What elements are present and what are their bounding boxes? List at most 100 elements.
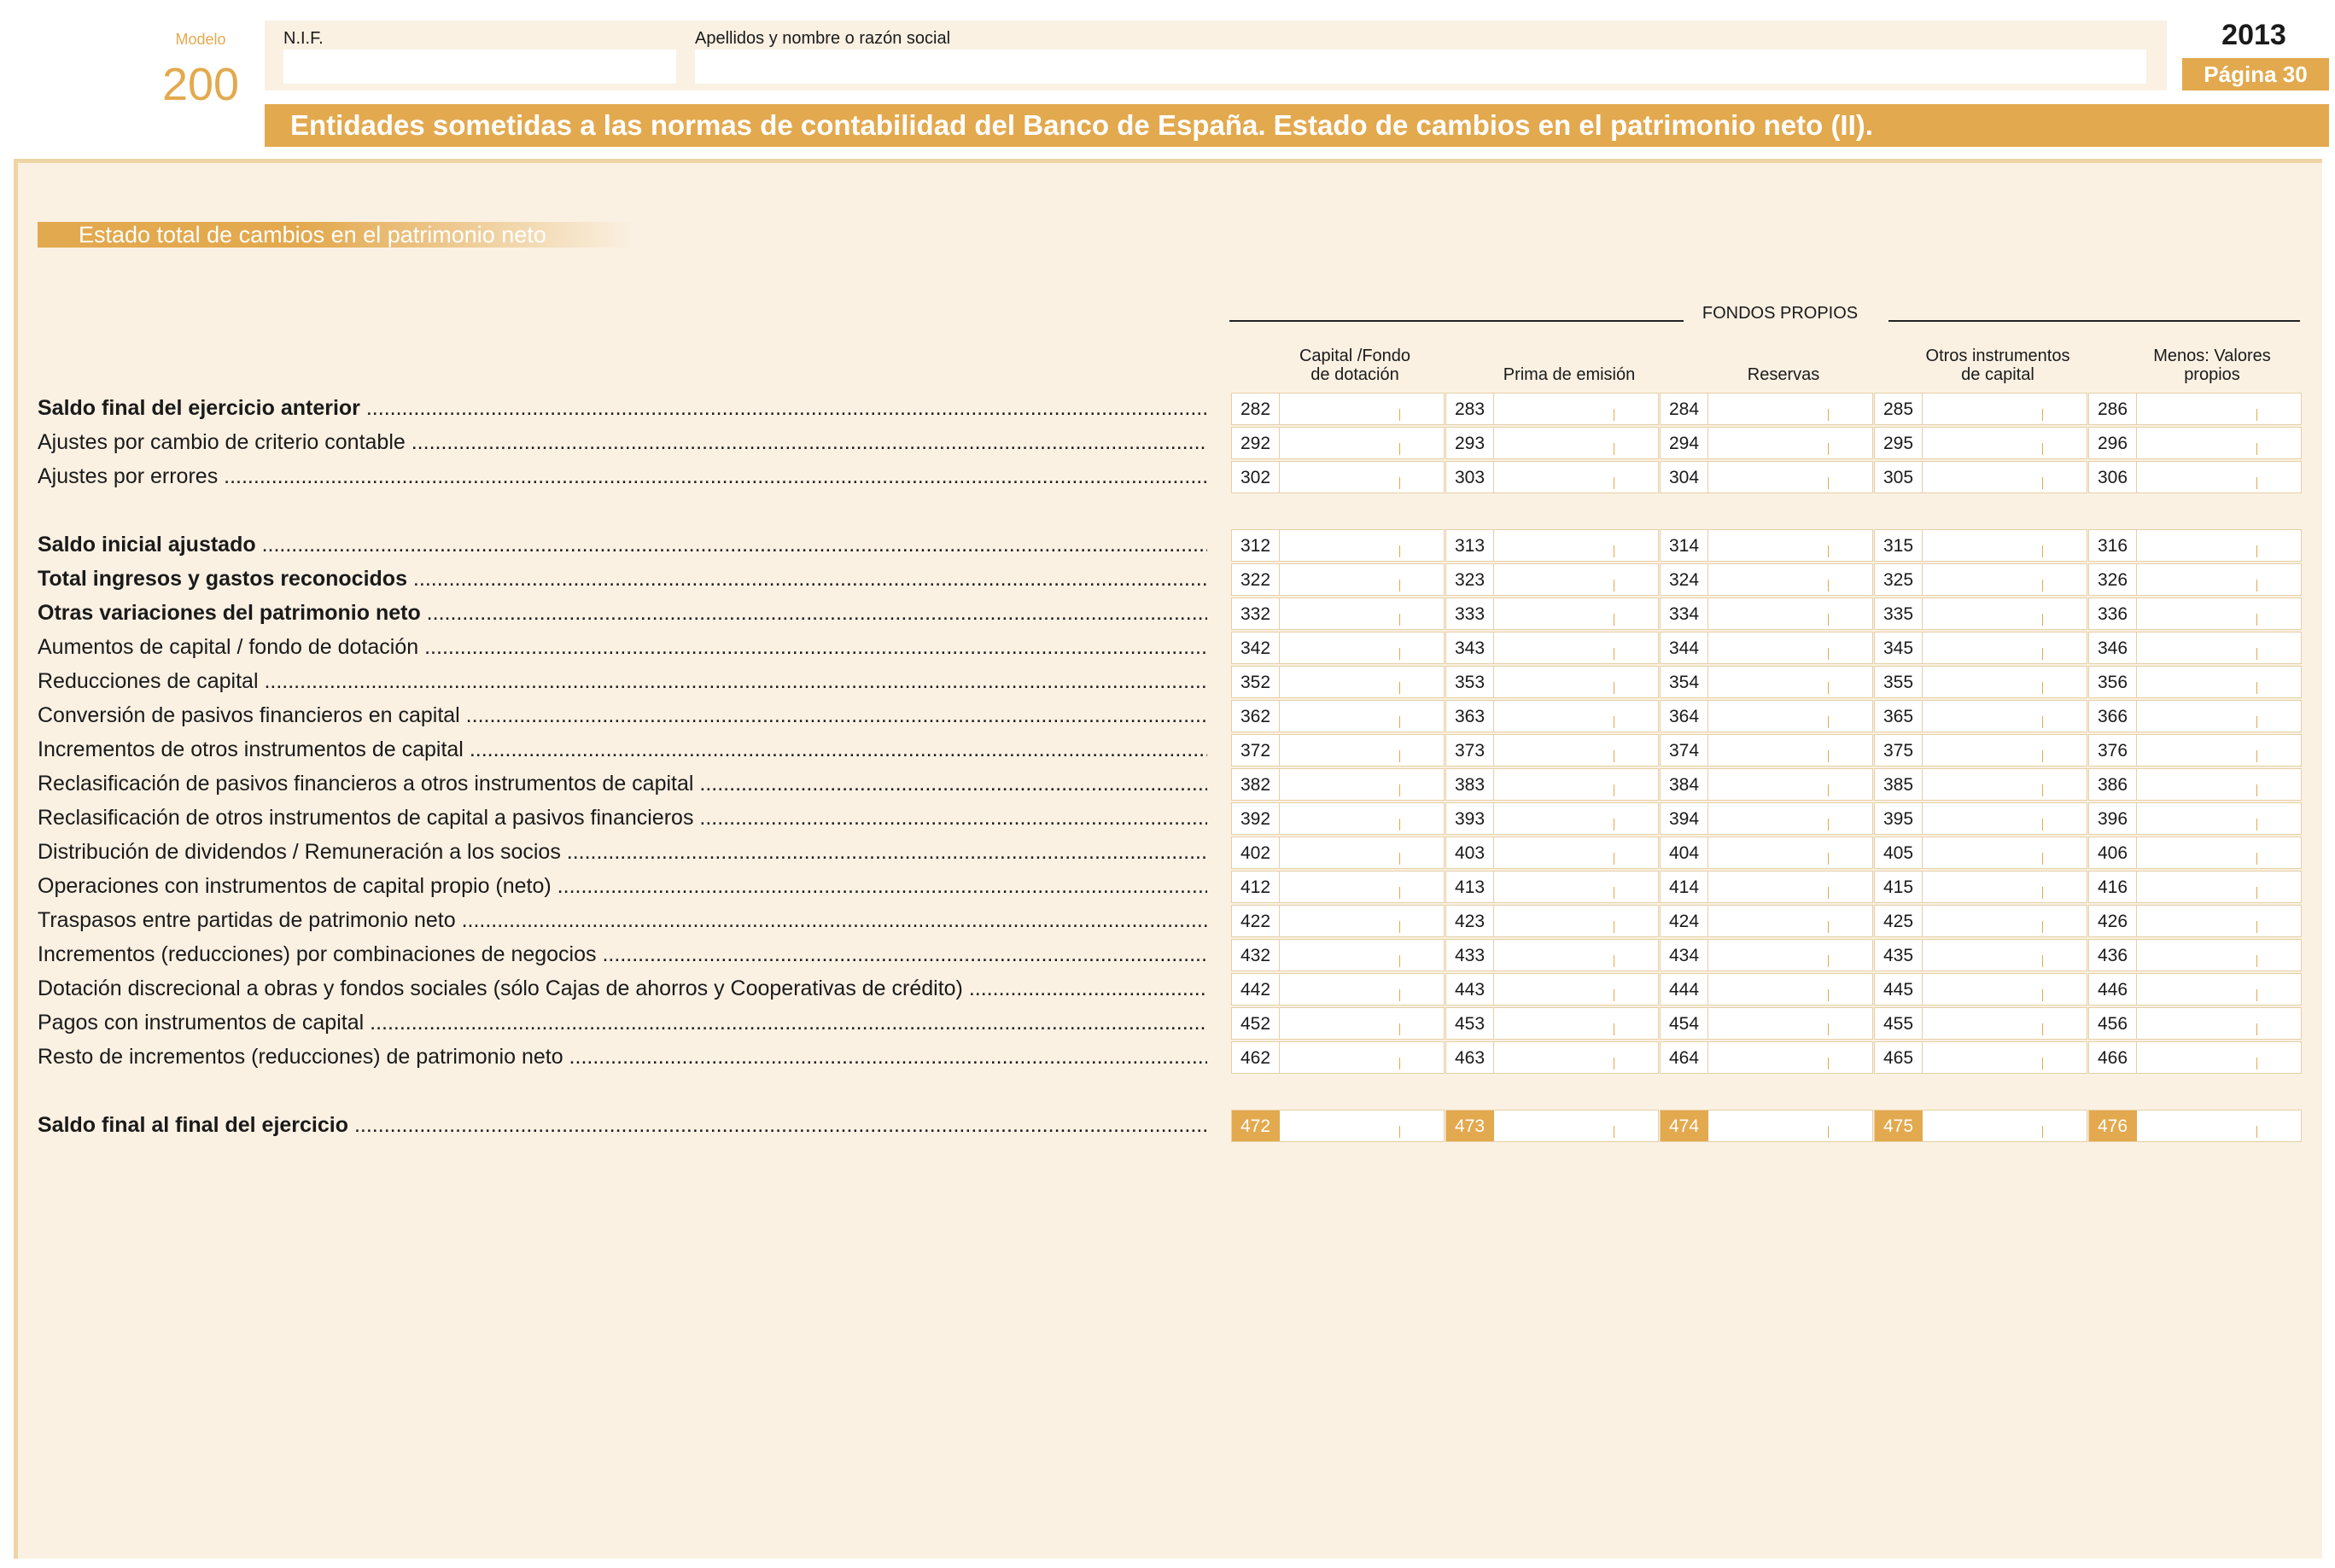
amount-field[interactable]: 446 xyxy=(2088,973,2302,1006)
amount-field[interactable]: 355 xyxy=(1874,666,2087,698)
amount-field[interactable]: 456 xyxy=(2088,1007,2302,1040)
nif-field[interactable] xyxy=(283,50,676,84)
amount-field[interactable]: 295 xyxy=(1874,427,2087,459)
amount-field[interactable]: 383 xyxy=(1445,768,1659,801)
amount-field[interactable]: 432 xyxy=(1231,939,1445,971)
amount-field[interactable]: 303 xyxy=(1445,461,1659,493)
amount-field[interactable]: 436 xyxy=(2088,939,2302,971)
amount-field[interactable]: 354 xyxy=(1660,666,1873,698)
amount-field[interactable]: 393 xyxy=(1445,802,1659,835)
amount-field[interactable]: 286 xyxy=(2088,393,2302,425)
amount-field[interactable]: 365 xyxy=(1874,700,2087,732)
amount-field[interactable]: 402 xyxy=(1231,836,1445,869)
amount-field[interactable]: 403 xyxy=(1445,836,1659,869)
amount-field[interactable]: 343 xyxy=(1445,632,1659,664)
amount-field[interactable]: 364 xyxy=(1660,700,1873,732)
amount-field[interactable]: 305 xyxy=(1874,461,2087,493)
amount-field[interactable]: 353 xyxy=(1445,666,1659,698)
amount-field[interactable]: 462 xyxy=(1231,1041,1445,1074)
amount-field[interactable]: 345 xyxy=(1874,632,2087,664)
amount-field[interactable]: 312 xyxy=(1231,529,1445,562)
amount-field[interactable]: 334 xyxy=(1660,597,1873,630)
amount-field[interactable]: 322 xyxy=(1231,563,1445,596)
amount-field[interactable]: 414 xyxy=(1660,871,1873,903)
amount-field[interactable]: 475 xyxy=(1874,1110,2087,1142)
amount-field[interactable]: 282 xyxy=(1231,393,1445,425)
amount-field[interactable]: 424 xyxy=(1660,905,1873,937)
amount-field[interactable]: 316 xyxy=(2088,529,2302,562)
amount-field[interactable]: 384 xyxy=(1660,768,1873,801)
nombre-field[interactable] xyxy=(695,50,2146,84)
amount-field[interactable]: 314 xyxy=(1660,529,1873,562)
amount-field[interactable]: 476 xyxy=(2088,1110,2302,1142)
amount-field[interactable]: 362 xyxy=(1231,700,1445,732)
amount-field[interactable]: 372 xyxy=(1231,734,1445,767)
amount-field[interactable]: 434 xyxy=(1660,939,1873,971)
amount-field[interactable]: 442 xyxy=(1231,973,1445,1006)
amount-field[interactable]: 453 xyxy=(1445,1007,1659,1040)
amount-field[interactable]: 375 xyxy=(1874,734,2087,767)
amount-field[interactable]: 413 xyxy=(1445,871,1659,903)
amount-field[interactable]: 285 xyxy=(1874,393,2087,425)
amount-field[interactable]: 325 xyxy=(1874,563,2087,596)
amount-field[interactable]: 396 xyxy=(2088,802,2302,835)
amount-field[interactable]: 302 xyxy=(1231,461,1445,493)
amount-field[interactable]: 465 xyxy=(1874,1041,2087,1074)
amount-field[interactable]: 346 xyxy=(2088,632,2302,664)
amount-field[interactable]: 336 xyxy=(2088,597,2302,630)
amount-field[interactable]: 356 xyxy=(2088,666,2302,698)
amount-field[interactable]: 472 xyxy=(1231,1110,1445,1142)
amount-field[interactable]: 292 xyxy=(1231,427,1445,459)
amount-field[interactable]: 416 xyxy=(2088,871,2302,903)
amount-field[interactable]: 435 xyxy=(1874,939,2087,971)
amount-field[interactable]: 324 xyxy=(1660,563,1873,596)
amount-field[interactable]: 333 xyxy=(1445,597,1659,630)
amount-field[interactable]: 412 xyxy=(1231,871,1445,903)
amount-field[interactable]: 332 xyxy=(1231,597,1445,630)
amount-field[interactable]: 466 xyxy=(2088,1041,2302,1074)
amount-field[interactable]: 344 xyxy=(1660,632,1873,664)
amount-field[interactable]: 443 xyxy=(1445,973,1659,1006)
amount-field[interactable]: 376 xyxy=(2088,734,2302,767)
amount-field[interactable]: 452 xyxy=(1231,1007,1445,1040)
amount-field[interactable]: 455 xyxy=(1874,1007,2087,1040)
amount-field[interactable]: 284 xyxy=(1660,393,1873,425)
amount-field[interactable]: 323 xyxy=(1445,563,1659,596)
amount-field[interactable]: 454 xyxy=(1660,1007,1873,1040)
amount-field[interactable]: 293 xyxy=(1445,427,1659,459)
amount-field[interactable]: 474 xyxy=(1660,1110,1873,1142)
amount-field[interactable]: 296 xyxy=(2088,427,2302,459)
amount-field[interactable]: 415 xyxy=(1874,871,2087,903)
amount-field[interactable]: 313 xyxy=(1445,529,1659,562)
amount-field[interactable]: 406 xyxy=(2088,836,2302,869)
amount-field[interactable]: 392 xyxy=(1231,802,1445,835)
amount-field[interactable]: 425 xyxy=(1874,905,2087,937)
amount-field[interactable]: 463 xyxy=(1445,1041,1659,1074)
amount-field[interactable]: 283 xyxy=(1445,393,1659,425)
amount-field[interactable]: 342 xyxy=(1231,632,1445,664)
amount-field[interactable]: 374 xyxy=(1660,734,1873,767)
amount-field[interactable]: 422 xyxy=(1231,905,1445,937)
amount-field[interactable]: 306 xyxy=(2088,461,2302,493)
amount-field[interactable]: 366 xyxy=(2088,700,2302,732)
amount-field[interactable]: 294 xyxy=(1660,427,1873,459)
amount-field[interactable]: 382 xyxy=(1231,768,1445,801)
amount-field[interactable]: 335 xyxy=(1874,597,2087,630)
amount-field[interactable]: 352 xyxy=(1231,666,1445,698)
amount-field[interactable]: 473 xyxy=(1445,1110,1659,1142)
amount-field[interactable]: 423 xyxy=(1445,905,1659,937)
amount-field[interactable]: 373 xyxy=(1445,734,1659,767)
amount-field[interactable]: 433 xyxy=(1445,939,1659,971)
amount-field[interactable]: 326 xyxy=(2088,563,2302,596)
amount-field[interactable]: 405 xyxy=(1874,836,2087,869)
amount-field[interactable]: 395 xyxy=(1874,802,2087,835)
amount-field[interactable]: 444 xyxy=(1660,973,1873,1006)
amount-field[interactable]: 426 xyxy=(2088,905,2302,937)
amount-field[interactable]: 445 xyxy=(1874,973,2087,1006)
amount-field[interactable]: 315 xyxy=(1874,529,2087,562)
amount-field[interactable]: 304 xyxy=(1660,461,1873,493)
amount-field[interactable]: 363 xyxy=(1445,700,1659,732)
amount-field[interactable]: 385 xyxy=(1874,768,2087,801)
amount-field[interactable]: 464 xyxy=(1660,1041,1873,1074)
amount-field[interactable]: 394 xyxy=(1660,802,1873,835)
